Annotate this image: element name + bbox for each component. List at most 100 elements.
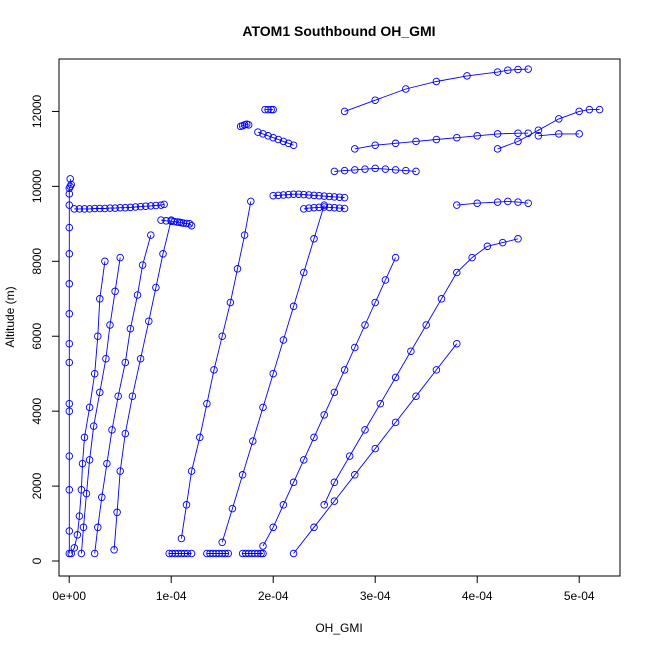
data-point [422,321,430,329]
data-point [315,203,323,212]
data-point [371,444,379,453]
data-series [534,130,583,140]
data-point [412,137,420,146]
x-tick-label: 1e-04 [156,589,187,603]
data-point [300,190,308,199]
data-point [412,167,420,176]
data-series [259,253,400,550]
data-point [141,202,150,210]
y-tick-label: 4000 [30,397,44,424]
data-point [67,180,75,189]
data-point [210,366,218,374]
data-point [264,105,272,114]
data-point [595,105,604,114]
x-tick-label: 5e-04 [564,589,595,603]
data-point [116,253,124,262]
data-point [244,121,253,129]
data-point [65,486,74,494]
data-point [524,199,532,207]
data-point [160,200,168,209]
data-point [90,204,99,213]
data-point [483,242,492,251]
data-point [244,549,253,558]
series-line [273,193,345,199]
data-point [111,287,119,296]
data-point [65,280,74,288]
data-point [147,202,155,210]
data-point [335,204,344,212]
data-point [85,456,94,464]
data-point [269,523,277,532]
data-point [90,549,99,558]
data-point [168,549,176,558]
x-axis: 0e+00 1e-04 2e-04 3e-04 4e-04 5e-04 [52,575,595,603]
data-point [80,205,89,213]
data-point [300,456,308,464]
chart-title: ATOM1 Southbound OH_GMI [242,23,435,39]
data-point [340,107,349,116]
data-point [259,549,267,558]
data-series [493,105,604,153]
series-line [68,178,72,554]
data-point [254,128,262,136]
data-point [279,137,288,146]
data-point [279,191,288,199]
data-series [203,549,233,558]
y-axis-label: Altitude (m) [3,286,17,347]
data-point [90,369,99,378]
data-point [128,392,137,400]
data-point [187,221,196,230]
data-point [70,205,79,213]
data-point [432,135,441,144]
data-series [77,253,124,558]
data-point [524,129,532,137]
data-point [391,373,400,382]
data-point [65,201,74,209]
data-point [187,467,196,475]
y-tick-label: 2000 [30,472,44,499]
data-point [75,512,84,520]
data-point [330,167,339,176]
data-point [310,523,318,532]
data-point [289,549,298,558]
data-point [96,388,104,397]
data-point [294,190,303,198]
data-point [259,130,267,138]
data-point [269,133,277,142]
data-point [289,302,298,311]
data-point [320,411,328,419]
data-point [504,197,512,206]
data-point [325,203,334,212]
data-point [65,339,74,348]
plot-frame [58,58,621,577]
data-point [67,549,75,558]
data-point [320,201,328,209]
data-point [493,130,502,138]
y-tick-label: 0 [30,557,44,564]
data-point [78,459,87,468]
data-point [70,544,79,552]
data-series [300,203,349,213]
data-point [182,219,191,228]
data-point [77,486,86,494]
data-series [165,549,196,558]
data-point [96,204,104,213]
y-axis: 0 2000 4000 6000 8000 10000 12000 [30,94,60,564]
data-point [391,139,400,148]
data-point [463,72,471,80]
data-point [157,201,165,209]
data-point [300,205,308,213]
data-point [89,422,98,430]
series-line [334,167,417,172]
data-point [289,141,298,149]
data-point [77,549,86,558]
data-point [73,531,82,539]
data-point [101,204,109,213]
data-point [269,191,277,200]
data-point [102,354,110,363]
data-point [94,332,102,340]
data-point [65,399,74,408]
data-point [121,429,130,438]
data-point [221,549,230,558]
data-point [402,166,410,175]
